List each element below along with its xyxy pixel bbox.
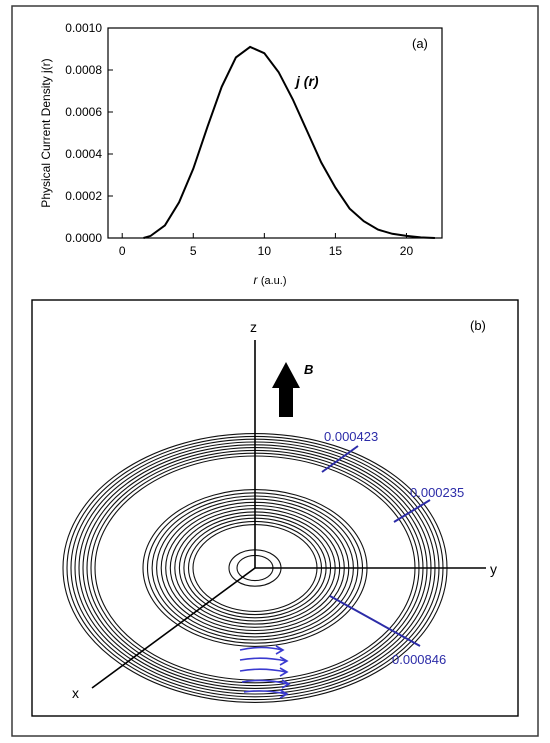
y-tick-label: 0.0004 (65, 147, 102, 161)
x-axis-title: r (a.u.) (253, 273, 286, 287)
y-tick-label: 0.0006 (65, 105, 102, 119)
x-axis-line (91, 567, 256, 689)
plot-area-frame (107, 27, 443, 239)
y-tick-label: 0.0002 (65, 189, 102, 203)
y-axis-title: Physical Current Density j(r) (39, 58, 53, 207)
flow-arrow-icon (239, 667, 289, 677)
outer-frame (11, 5, 539, 737)
x-tick-label: 0 (119, 244, 126, 258)
magnetic-field-arrow-icon (272, 362, 300, 417)
series-line-j-r (143, 45, 435, 239)
y-axis-ticks: 0.0000 0.0002 0.0004 0.0006 0.0008 0.0010 (65, 21, 113, 245)
panel-a-plot: 0 5 10 15 20 0.00000.00020.00040.00060.00080… (39, 21, 443, 287)
y-tick-label: 0.0000 (65, 231, 102, 245)
contour-label-0-000423: 0.000423 (324, 429, 378, 444)
x-tick-label: 20 (400, 244, 414, 258)
flow-arrow-icon (241, 679, 291, 689)
series-label: j (r) (294, 73, 319, 89)
panel-label-b: (b) (470, 318, 486, 333)
flow-arrow-icon (243, 689, 289, 699)
panel-label-a: (a) (412, 36, 428, 51)
panel-b-frame (31, 299, 519, 717)
x-tick-label: 10 (258, 244, 272, 258)
x-tick-label: 5 (190, 244, 197, 258)
y-axis-label: y (490, 561, 497, 577)
x-tick-label: 15 (329, 244, 343, 258)
x-axis-label: x (72, 685, 79, 701)
contour-label-0-000235: 0.000235 (410, 485, 464, 500)
y-tick-label: 0.0010 (65, 21, 102, 35)
flow-arrow-icon (239, 645, 285, 655)
leader-line-0-000235 (393, 499, 431, 523)
field-label-b: B (304, 362, 313, 377)
y-tick-label: 0.0008 (65, 63, 102, 77)
flow-arrow-icon (239, 656, 289, 666)
z-axis-label: z (250, 319, 257, 335)
leader-line-0-000846 (329, 595, 421, 647)
current-flow-arrows (239, 645, 291, 699)
contour-label-0-000846: 0.000846 (392, 652, 446, 667)
leader-line-0-000423 (321, 445, 359, 473)
panel-b-diagram: (b) z y x B 0.000423 0.000235 0.000846 (31, 299, 519, 717)
x-axis-ticks: 0 5 10 15 20 (119, 233, 414, 258)
